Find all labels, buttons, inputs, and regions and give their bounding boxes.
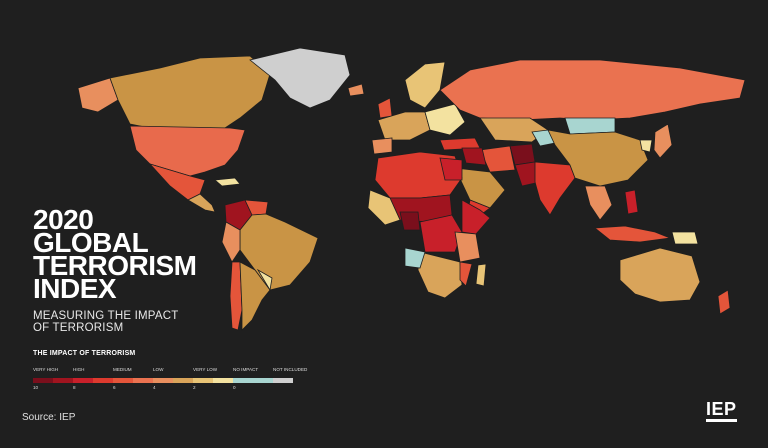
legend-tick: 10: [33, 385, 39, 390]
region-east-africa: [454, 231, 481, 263]
region-iceland: [347, 83, 365, 97]
region-caribbean: [214, 177, 241, 187]
region-new-zealand: [717, 289, 731, 315]
legend-swatch: [193, 378, 213, 383]
region-philippines: [624, 189, 639, 215]
legend-swatch: [93, 378, 113, 383]
region-west-africa: [367, 189, 401, 226]
region-india: [534, 161, 576, 216]
legend-swatch: [173, 378, 193, 383]
region-southern-africa: [417, 251, 463, 299]
legend-swatch: [273, 378, 293, 383]
legend-swatch: [53, 378, 73, 383]
title-line: TERRORISM: [33, 250, 197, 281]
region-japan: [653, 123, 673, 159]
legend-tick: 2: [193, 385, 196, 390]
region-paraguay: [256, 268, 273, 292]
legend-label: VERY HIGH: [33, 367, 59, 372]
legend-swatch: [33, 378, 53, 383]
legend-swatch: [253, 378, 273, 383]
region-greenland: [249, 47, 351, 109]
region-scandinavia: [404, 61, 446, 109]
legend-label: HIGH: [73, 367, 85, 372]
region-usa: [129, 125, 246, 177]
map-subtitle: MEASURING THE IMPACT OF TERRORISM: [33, 310, 178, 334]
subtitle-line: MEASURING THE IMPACT: [33, 310, 179, 322]
region-australia: [619, 247, 701, 303]
region-canada: [109, 55, 271, 131]
title-line: INDEX: [33, 273, 117, 304]
region-east-europe: [424, 103, 466, 136]
legend-label: NOT INCLUDED: [273, 367, 308, 372]
region-madagascar: [475, 263, 487, 287]
region-iraq-syria: [461, 147, 487, 166]
region-egypt: [439, 157, 463, 181]
map-title: 2020 GLOBAL TERRORISM INDEX: [33, 204, 197, 304]
region-iberia: [371, 137, 393, 155]
region-horn-of-africa: [461, 199, 491, 235]
region-china: [547, 129, 649, 187]
region-afghanistan: [509, 143, 536, 166]
legend-swatch: [213, 378, 233, 383]
region-russia: [439, 59, 746, 121]
legend-tick: 4: [153, 385, 156, 390]
legend-label: MEDIUM: [113, 367, 132, 372]
legend-swatch: [233, 378, 253, 383]
legend-label: LOW: [153, 367, 164, 372]
region-papua: [671, 231, 699, 245]
iep-logo: IEP: [706, 400, 737, 422]
legend-label: VERY LOW: [193, 367, 218, 372]
region-nigeria: [399, 211, 421, 231]
region-southeast-asia: [584, 185, 613, 221]
legend-swatch: [73, 378, 93, 383]
region-mongolia: [564, 117, 616, 135]
subtitle-line: OF TERRORISM: [33, 322, 124, 334]
region-mozambique: [459, 261, 473, 287]
region-central-america: [187, 193, 216, 213]
region-iran: [479, 145, 516, 173]
legend-title: THE IMPACT OF TERRORISM: [33, 350, 136, 357]
region-korea: [639, 139, 653, 153]
region-arabia: [454, 167, 506, 209]
region-peru: [221, 221, 241, 263]
legend-swatch: [113, 378, 133, 383]
region-uk: [377, 97, 393, 119]
legend-swatch: [153, 378, 173, 383]
legend-tick: 6: [113, 385, 116, 390]
title-line: 2020: [33, 204, 94, 235]
legend-swatch: [133, 378, 153, 383]
legend-tick: 8: [73, 385, 76, 390]
region-indonesia: [593, 225, 672, 243]
legend-tick: 0: [233, 385, 236, 390]
region-alaska: [77, 77, 119, 113]
title-line: GLOBAL: [33, 227, 149, 258]
legend-label: NO IMPACT: [233, 367, 259, 372]
source-note: Source: IEP: [22, 412, 76, 423]
region-angola: [404, 247, 426, 269]
region-argentina: [239, 261, 271, 331]
